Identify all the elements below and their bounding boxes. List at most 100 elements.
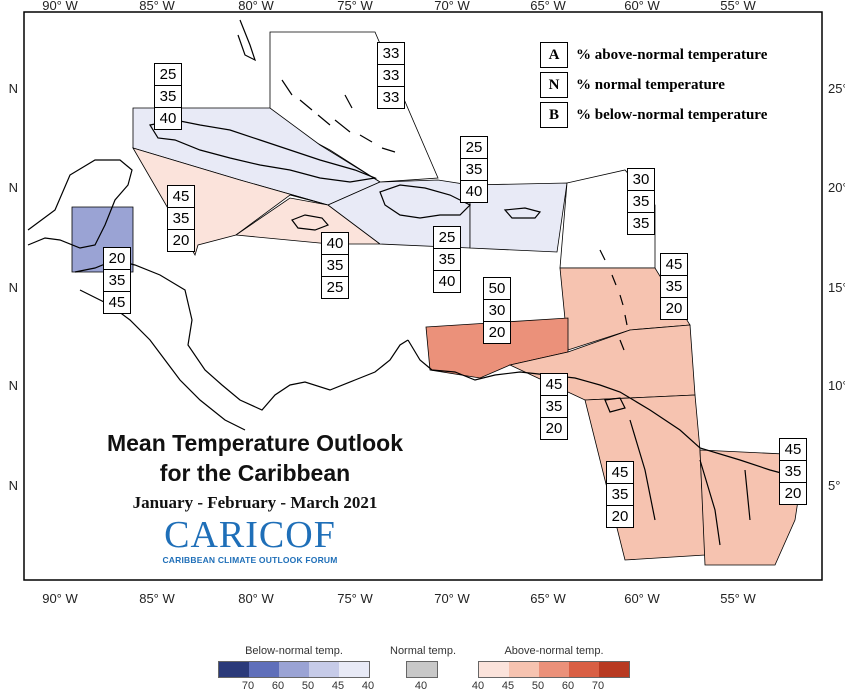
lon-tick-label: 85° W [139,0,175,13]
triplet-trinidad-venezuela: 45 35 20 [540,373,568,440]
probability-key: A % above-normal temperature N % normal … [540,40,767,130]
above-value: 40 [322,233,348,255]
lon-ticks-top: 90° W 85° W 80° W 75° W 70° W 65° W 60° W 55° W [42,0,756,13]
colorbar-tick: 60 [271,680,285,692]
below-value: 25 [326,279,344,296]
key-text-below: % below-normal temperature [576,106,768,123]
colorbar-swatch [309,662,339,677]
colorbar-tick: 70 [241,680,255,692]
lat-tick-label: N [9,478,18,493]
coastline-jamaica [291,214,330,231]
below-value: 20 [665,300,683,317]
colorbar-swatch [407,662,437,677]
colorbar-tick: 40 [361,680,375,692]
above-value: 33 [378,43,404,65]
key-row-below: B % below-normal temperature [540,100,767,130]
lon-tick-label: 60° W [624,0,660,13]
below-value: 20 [545,420,563,437]
triplet-hispaniola-north: 25 35 40 [433,226,461,293]
coastline-central-america [74,259,409,411]
normal-value: 35 [541,396,567,418]
coastline-trinidad [604,397,626,413]
lat-tick-label: N [9,280,18,295]
normal-value: 35 [155,86,181,108]
colorbar-tick: 45 [501,680,515,692]
lon-tick-label: 85° W [139,591,175,606]
colorbar-swatch [279,662,309,677]
colorbar-tick: 60 [561,680,575,692]
lon-tick-label: 80° W [238,0,274,13]
lon-tick-label: 70° W [434,591,470,606]
above-value: 20 [104,248,130,270]
above-value: 50 [484,278,510,300]
key-letter-n: N [540,72,568,98]
above-value: 45 [168,186,194,208]
normal-value: 35 [628,191,654,213]
triplet-suriname-french-guiana: 45 35 20 [779,438,807,505]
key-letter-b: B [540,102,568,128]
above-value: 45 [780,439,806,461]
colorbar-swatch [599,662,629,677]
triplet-belize: 20 35 45 [103,247,131,314]
coastline-florida [237,19,257,62]
lon-tick-label: 90° W [42,0,78,13]
coastline-guianas-rivers [629,419,751,546]
key-text-above: % above-normal temperature [576,46,768,63]
below-value: 20 [784,485,802,502]
below-value: 40 [465,183,483,200]
colorbar-swatch [249,662,279,677]
key-letter-a: A [540,42,568,68]
colorbar-swatch [339,662,369,677]
lat-tick-label: N [9,180,18,195]
coastline-cuba [149,119,378,183]
below-value: 33 [382,89,400,106]
below-value: 40 [159,110,177,127]
normal-value: 35 [104,270,130,292]
colorbar-tick: 50 [531,680,545,692]
lat-tick-label: 10° [828,378,845,393]
coastline-yucatan [27,159,133,249]
below-value: 40 [438,273,456,290]
colorbar-normal: Normal temp. 40 [390,645,456,692]
coastline-puerto-rico [503,207,542,219]
colorbar-below-ticks: 70 60 50 45 40 [218,678,374,692]
logo-tagline: CARIBBEAN CLIMATE OUTLOOK FORUM [162,555,338,565]
coastline-lesser-antilles [599,249,628,351]
triplet-puerto-rico: 25 35 40 [460,136,488,203]
below-value: 20 [488,324,506,341]
colorbar-below-title: Below-normal temp. [245,645,343,657]
lat-tick-label: 15° [828,280,845,295]
lon-tick-label: 90° W [42,591,78,606]
logo-wordmark: CARICOF [164,514,336,556]
lon-tick-label: 55° W [720,0,756,13]
lat-ticks-left: N N N N N [9,81,18,493]
colorbar-tick: 40 [471,680,485,692]
below-value: 20 [611,508,629,525]
colorbar-above-swatches [478,661,630,678]
lon-tick-label: 55° W [720,591,756,606]
colorbar-swatch [569,662,599,677]
normal-value: 35 [461,159,487,181]
below-value: 45 [108,294,126,311]
triplet-northern-leewards: 30 35 35 [627,168,655,235]
colorbar-above-ticks: 40 45 50 60 70 [472,678,630,692]
forecast-period: January - February - March 2021 [132,493,378,512]
lat-tick-label: N [9,81,18,96]
lat-tick-label: N [9,378,18,393]
colorbar-above: Above-normal temp. 40 45 50 60 70 [472,645,630,692]
colorbar-tick: 50 [301,680,315,692]
key-text-normal: % normal temperature [576,76,725,93]
triplet-eastern-caribbean: 45 35 20 [660,253,688,320]
normal-value: 30 [484,300,510,322]
map-title-line2: for the Caribbean [159,460,351,486]
above-value: 45 [661,254,687,276]
normal-value: 35 [168,208,194,230]
key-row-above: A % above-normal temperature [540,40,767,70]
coastline-south-america [407,339,806,506]
triplet-cuba-cayman: 25 35 40 [154,63,182,130]
colorbar-above-title: Above-normal temp. [504,645,604,657]
colorbar-swatch [539,662,569,677]
lon-tick-label: 65° W [530,591,566,606]
colorbar-normal-ticks: 40 [390,678,456,692]
colorbar-tick: 40 [414,680,428,692]
